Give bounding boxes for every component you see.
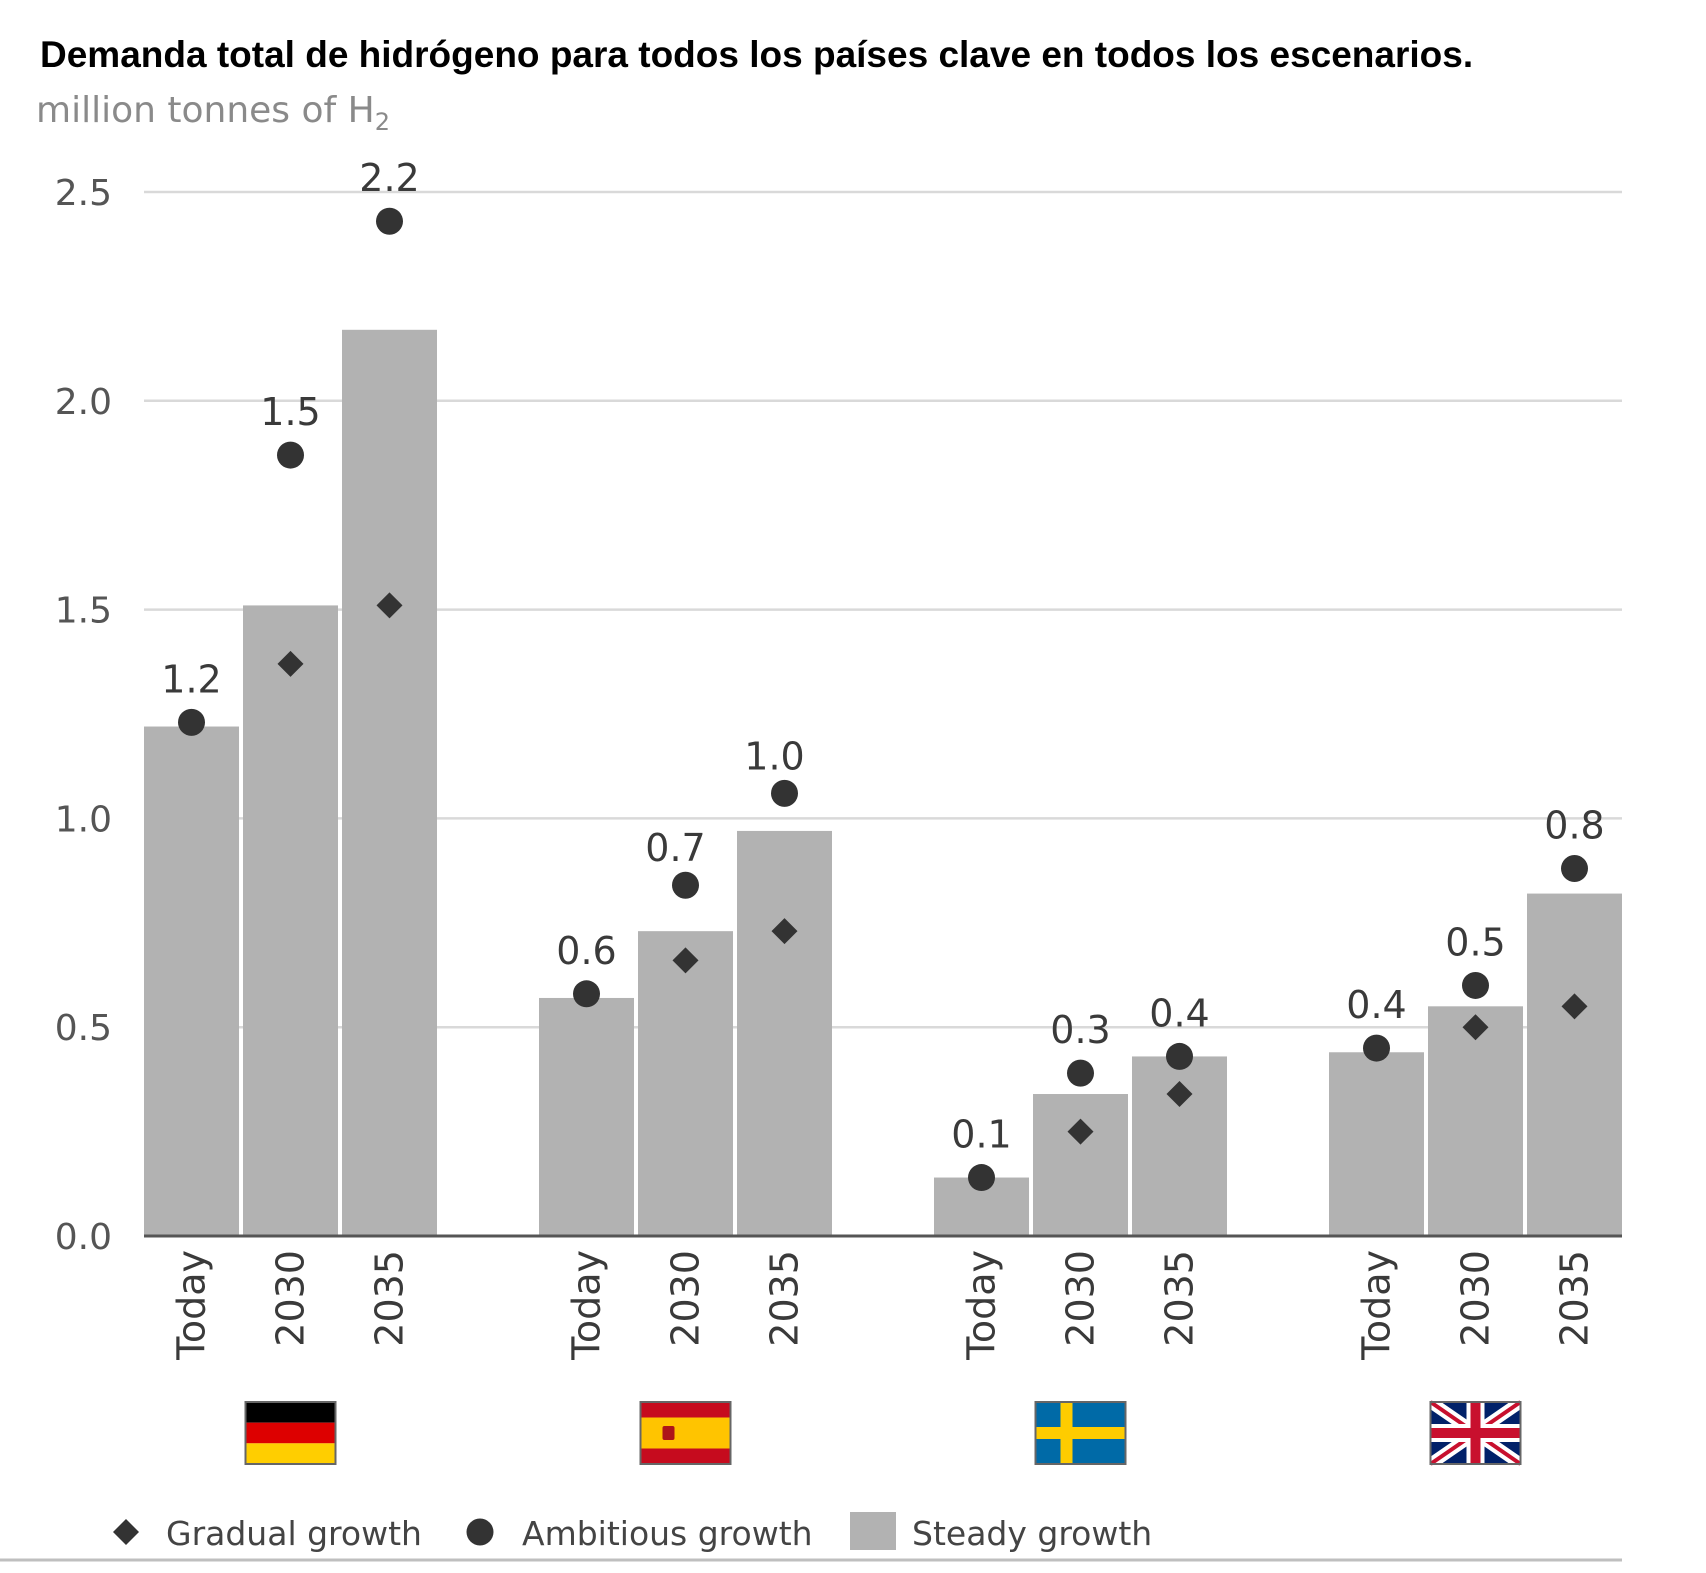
markers: [178, 207, 1588, 1192]
data-labels: 1.2 1.5 2.2 0.6 0.7 1.0 0.1 0.3 0.4 0.4 0.5 0.8: [161, 156, 1604, 1156]
y-tick-label: 1.5: [55, 591, 112, 632]
flag-cross: [1035, 1427, 1126, 1439]
legend-label: Ambitious growth: [522, 1514, 813, 1553]
flag-es: [639, 1401, 732, 1465]
x-category-label: 2035: [368, 1250, 412, 1347]
y-tick-label: 2.0: [55, 382, 112, 423]
unit-text: million tonnes of H: [36, 90, 375, 131]
y-tick-label: 2.5: [55, 173, 112, 214]
x-category-label: 2035: [763, 1250, 807, 1347]
bar-steady: [737, 830, 832, 1236]
bar-steady: [243, 605, 338, 1236]
marker-gradual: [1067, 1118, 1094, 1145]
legend-circle-icon: [466, 1518, 494, 1546]
bar-steady: [1033, 1094, 1128, 1236]
flag-gb: [1427, 1397, 1524, 1469]
flag-stripe: [640, 1417, 731, 1449]
axes: 0.0 0.5 1.0 1.5 2.0 2.5 Today 2030 2035 Today 2030…: [55, 173, 1622, 1361]
x-category-label: 2030: [1059, 1250, 1103, 1347]
country-flags: [244, 1397, 1524, 1469]
marker-gradual: [1561, 993, 1588, 1020]
marker-ambitious: [376, 207, 403, 235]
data-label: 1.5: [260, 390, 320, 434]
x-category-label: 2030: [269, 1250, 313, 1347]
x-category-label: Today: [170, 1250, 214, 1361]
flag-border: [639, 1401, 732, 1465]
flag-border: [244, 1401, 337, 1465]
x-category-label: 2035: [1158, 1250, 1202, 1347]
bar-steady: [1527, 893, 1622, 1236]
flag-stripe: [245, 1422, 336, 1444]
flag-stripe: [245, 1443, 336, 1464]
y-tick-label: 0.0: [55, 1217, 112, 1258]
marker-ambitious: [968, 1164, 995, 1192]
unit-subscript: 2: [374, 108, 390, 137]
x-category-label: Today: [1355, 1250, 1399, 1361]
marker-ambitious: [1561, 855, 1588, 883]
x-category-label: 2030: [1454, 1250, 1498, 1347]
data-label: 1.0: [744, 734, 804, 778]
data-label: 1.2: [161, 657, 221, 701]
flag-cross: [1430, 1428, 1521, 1438]
marker-ambitious: [672, 871, 699, 899]
x-category-label: 2035: [1553, 1250, 1597, 1347]
y-tick-label: 0.5: [55, 1008, 112, 1049]
bar-steady: [342, 329, 437, 1237]
flag-border: [1429, 1401, 1522, 1465]
marker-gradual: [1166, 1081, 1193, 1108]
data-label: 0.5: [1445, 920, 1505, 964]
flag-stripe: [245, 1402, 336, 1423]
data-label: 0.4: [1149, 991, 1209, 1035]
marker-ambitious: [178, 708, 205, 736]
marker-ambitious: [1067, 1059, 1094, 1087]
flag-se: [1034, 1401, 1127, 1465]
legend-label: Gradual growth: [166, 1514, 422, 1553]
bar-steady: [144, 726, 239, 1236]
marker-ambitious: [277, 441, 304, 469]
marker-gradual: [771, 918, 798, 945]
data-label: 0.3: [1050, 1008, 1110, 1052]
legend-square-icon: [850, 1512, 896, 1550]
marker-ambitious: [1462, 971, 1489, 999]
marker-ambitious: [573, 980, 600, 1008]
x-category-label: Today: [960, 1250, 1004, 1361]
marker-ambitious: [771, 779, 798, 807]
bar-steady: [1428, 1006, 1523, 1236]
x-category-label: 2030: [664, 1250, 708, 1347]
data-label: 0.6: [556, 929, 616, 973]
marker-ambitious: [1166, 1042, 1193, 1070]
legend: Gradual growth Ambitious growth Steady gro…: [0, 1512, 1622, 1562]
y-tick-label: 1.0: [55, 799, 112, 840]
x-category-label: Today: [565, 1250, 609, 1361]
chart-unit-label: million tonnes of H2: [36, 90, 390, 136]
marker-gradual: [1462, 1014, 1489, 1041]
chart-title: Demanda total de hidrógeno para todos lo…: [40, 34, 1474, 75]
legend-label: Steady growth: [912, 1514, 1152, 1553]
data-label: 0.1: [951, 1113, 1011, 1157]
flag-border: [1034, 1401, 1127, 1465]
data-label: 0.8: [1544, 804, 1604, 848]
flag-emblem: [662, 1426, 675, 1440]
marker-gradual: [376, 592, 403, 619]
marker-gradual: [277, 650, 304, 677]
bar-steady: [539, 997, 634, 1236]
data-label: 0.7: [645, 826, 705, 870]
data-label: 2.2: [359, 156, 419, 200]
legend-diamond-icon: [113, 1519, 139, 1545]
bars: [144, 329, 1622, 1237]
bar-steady: [638, 931, 733, 1236]
flag-de: [244, 1401, 337, 1465]
data-label: 0.4: [1346, 983, 1406, 1027]
marker-gradual: [672, 947, 699, 974]
bar-steady: [1329, 1052, 1424, 1236]
marker-ambitious: [1363, 1034, 1390, 1062]
